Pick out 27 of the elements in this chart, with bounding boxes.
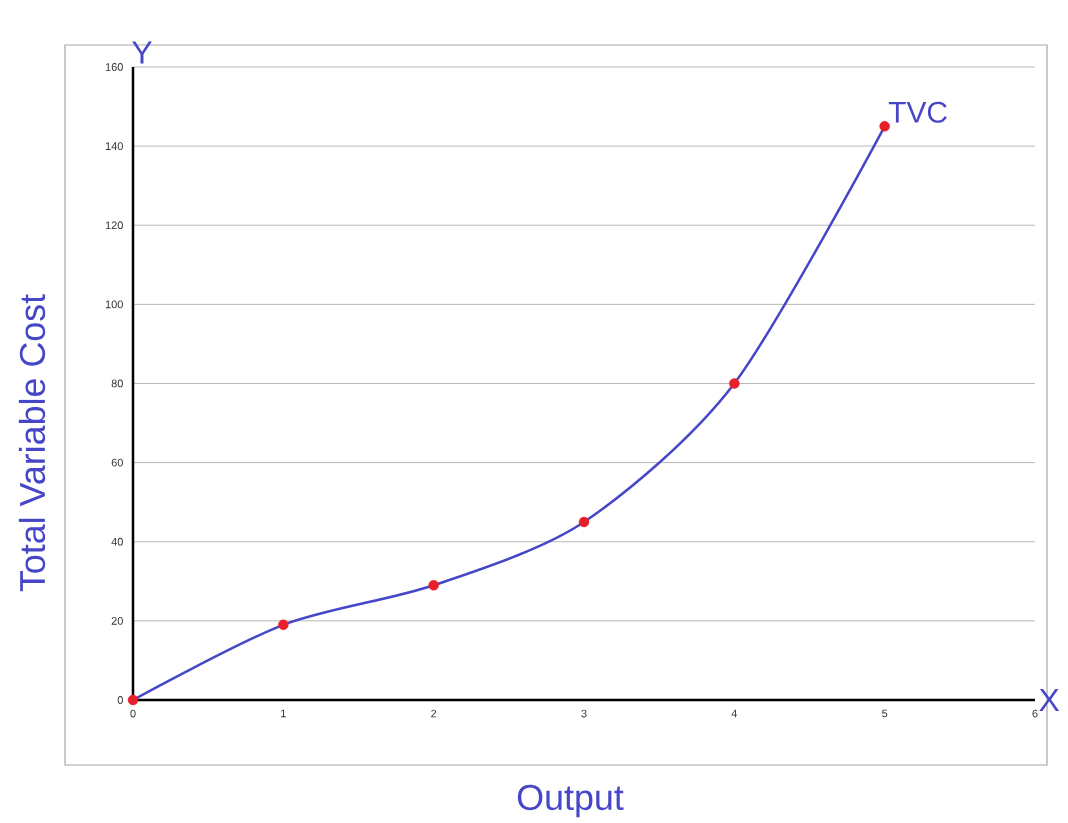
x-axis-title: Output xyxy=(517,784,624,818)
annotation: TVC xyxy=(888,101,947,123)
x-tick-label: 6 xyxy=(1032,709,1038,718)
point xyxy=(428,580,439,591)
y-tick-label: 160 xyxy=(105,63,123,71)
x-tick-label: 4 xyxy=(731,709,738,718)
point xyxy=(578,516,590,528)
y-tick-label: 80 xyxy=(111,379,123,388)
y-tick-label: 120 xyxy=(105,221,123,230)
y-tick-label: 0 xyxy=(117,696,123,704)
y-tick-label: 20 xyxy=(111,616,123,625)
x-tick-label: 0 xyxy=(130,709,136,718)
point xyxy=(127,694,139,706)
y-tick-label: 60 xyxy=(111,458,123,467)
y-tick-label: 140 xyxy=(105,142,123,150)
text: X xyxy=(1039,689,1060,711)
point xyxy=(879,121,890,132)
y-tick-label: 100 xyxy=(105,300,123,309)
y-tick-label: 40 xyxy=(111,537,123,546)
y-axis-title: Total Variable Cost xyxy=(18,294,46,592)
x-tick-label: 1 xyxy=(281,709,286,718)
x-tick-label: 2 xyxy=(431,709,437,718)
text: Y xyxy=(132,41,152,64)
point xyxy=(729,378,740,389)
x-tick-label: 3 xyxy=(581,709,587,718)
x-tick-label: 5 xyxy=(882,709,888,718)
point xyxy=(278,619,289,631)
